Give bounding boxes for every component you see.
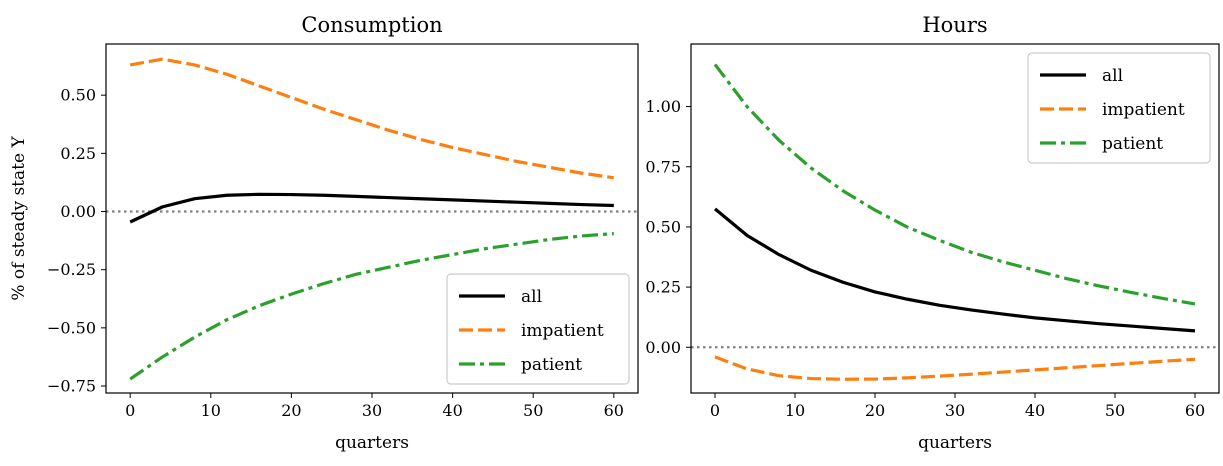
x-tick-label: 50 (1105, 401, 1125, 420)
legend-label-patient: patient (1102, 134, 1163, 154)
series-line-impatient (714, 355, 1196, 381)
y-axis-label: % of steady state Y (9, 136, 29, 301)
x-tick-label: 20 (281, 401, 301, 420)
panel-2: Hours 0 10 20 30 40 50 60 1.00 0.75 0.50 0.25 0.00 qu… (645, 13, 1220, 453)
y-tick-label: −0.75 (47, 377, 96, 396)
x-tick-label: 30 (362, 401, 382, 420)
x-tick-label: 0 (710, 401, 720, 420)
series-line-impatient (129, 57, 615, 180)
series-line-patient (129, 232, 614, 381)
x-tick-label: 20 (865, 401, 885, 420)
x-tick-label: 40 (442, 401, 462, 420)
y-tick-label: 0.25 (60, 144, 96, 163)
series-line-all (129, 192, 614, 224)
y-tick-label: −0.50 (47, 318, 96, 337)
chart-title: Hours (922, 13, 987, 37)
y-tick-label: 0.25 (645, 278, 681, 297)
legend-box (446, 273, 630, 385)
x-tick-label: 30 (945, 401, 965, 420)
series-line-all (713, 207, 1196, 333)
legend: all impatient patient (1027, 52, 1211, 164)
x-tick-label: 10 (201, 401, 221, 420)
x-tick-label: 40 (1025, 401, 1045, 420)
x-tick-label: 10 (785, 401, 805, 420)
legend-label-impatient: impatient (1102, 100, 1185, 120)
legend-box (1027, 52, 1211, 164)
y-tick-label: −0.25 (47, 260, 96, 279)
legend-label-all: all (1102, 66, 1123, 86)
legend-label-patient: patient (521, 355, 582, 375)
x-tick-label: 50 (523, 401, 543, 420)
chart-title: Consumption (301, 13, 442, 37)
legend-label-impatient: impatient (521, 321, 604, 341)
x-tick-label: 0 (125, 401, 135, 420)
y-tick-label: 0.75 (645, 157, 681, 176)
x-tick-label: 60 (1185, 401, 1205, 420)
series-line-patient (713, 63, 1196, 306)
y-tick-label: 0.50 (60, 86, 96, 105)
legend-label-all: all (521, 287, 542, 307)
y-tick-label: 0.00 (60, 202, 96, 221)
x-axis-label: quarters (335, 433, 409, 453)
y-tick-label: 0.00 (645, 338, 681, 357)
y-tick-label: 1.00 (645, 97, 681, 116)
x-tick-label: 60 (604, 401, 624, 420)
legend: all impatient patient (446, 273, 630, 385)
panel-1: Consumption 0 10 20 30 40 50 60 0.50 0.25 0.00 −0.2… (9, 13, 639, 453)
y-tick-label: 0.50 (645, 217, 681, 236)
x-axis-label: quarters (918, 433, 992, 453)
